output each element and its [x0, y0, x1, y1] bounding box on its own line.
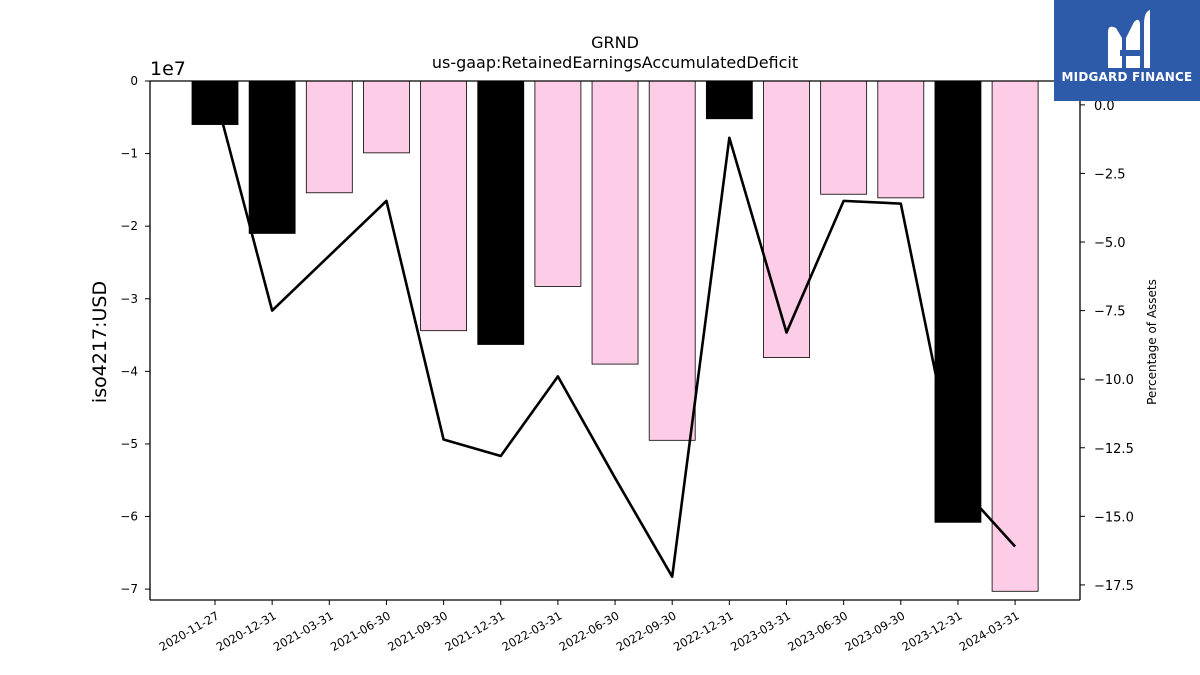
x-tick-label: 2021-12-31 [442, 608, 507, 654]
x-tick-label: 2022-09-30 [614, 608, 679, 654]
bar-2022-03-31 [534, 80, 582, 287]
y2-tick-label: 0.0 [1094, 99, 1115, 114]
bar-2023-06-30 [820, 80, 868, 195]
chart-subtitle: us-gaap:RetainedEarningsAccumulatedDefic… [432, 53, 798, 72]
x-tick-label: 2021-06-30 [328, 608, 393, 654]
bar-2020-12-31 [248, 80, 296, 234]
x-tick-label: 2023-09-30 [842, 608, 907, 654]
x-tick-label: 2022-06-30 [557, 608, 622, 654]
y2-tick-label: −10.0 [1094, 373, 1134, 388]
x-tick-label: 2021-09-30 [385, 608, 450, 654]
y2-tick-label: −5.0 [1094, 236, 1126, 251]
y-tick-label: −4 [120, 364, 138, 378]
bar-series [191, 80, 1039, 592]
bar-2024-03-31 [991, 80, 1039, 592]
y-tick-label: −2 [120, 219, 138, 233]
bar-2021-06-30 [363, 80, 410, 154]
x-tick-label: 2020-12-31 [214, 608, 279, 654]
bar-2020-11-27 [191, 80, 239, 125]
x-tick-label: 2020-11-27 [157, 608, 222, 654]
y-tick-label: −5 [120, 437, 138, 451]
logo-name: MIDGARD FINANCE [1061, 70, 1193, 84]
percentage-line [213, 93, 1017, 578]
x-tick-label: 2021-03-31 [271, 608, 336, 654]
y2-tick-label: −12.5 [1094, 442, 1134, 457]
y-tick-label: −7 [120, 582, 138, 596]
x-tick-label: 2023-03-31 [728, 608, 793, 654]
y-axis-label: iso4217:USD [89, 281, 111, 403]
bar-2023-03-31 [763, 80, 810, 358]
y-tick-label: −3 [120, 292, 138, 306]
bar-2021-03-31 [305, 80, 353, 194]
bar-2022-09-30 [648, 80, 696, 441]
y-tick-label: 0 [130, 74, 138, 88]
bar-2023-09-30 [877, 80, 925, 199]
x-tick-label: 2024-03-31 [957, 608, 1022, 654]
midgard-finance-logo-icon [1108, 10, 1150, 69]
x-tick-label: 2022-12-31 [671, 608, 736, 654]
y-tick-label: −1 [120, 147, 138, 161]
chart-labels: GRND us-gaap:RetainedEarningsAccumulated… [89, 33, 1159, 405]
bar-2021-09-30 [420, 80, 468, 332]
bar-2022-06-30 [591, 80, 639, 365]
y-tick-label: −6 [120, 510, 138, 524]
x-tick-label: 2023-12-31 [900, 608, 965, 654]
percentage-line-series [213, 93, 1017, 578]
y2-axis-label: Percentage of Assets [1145, 279, 1159, 405]
y2-tick-label: −2.5 [1094, 167, 1126, 182]
y2-tick-label: −7.5 [1094, 305, 1126, 320]
x-tick-label: 2022-03-31 [500, 608, 565, 654]
chart-title: GRND [591, 33, 639, 52]
y2-tick-label: −15.0 [1094, 510, 1134, 525]
x-tick-label: 2023-06-30 [785, 608, 850, 654]
bar-2022-12-31 [705, 80, 753, 120]
bar-2021-12-31 [477, 80, 525, 345]
y-axis-offset-label: 1e7 [150, 58, 186, 80]
bar-2023-12-31 [934, 80, 982, 523]
y2-tick-label: −17.5 [1094, 579, 1134, 594]
midgard-finance-logo: MIDGARD FINANCE [1054, 0, 1200, 101]
